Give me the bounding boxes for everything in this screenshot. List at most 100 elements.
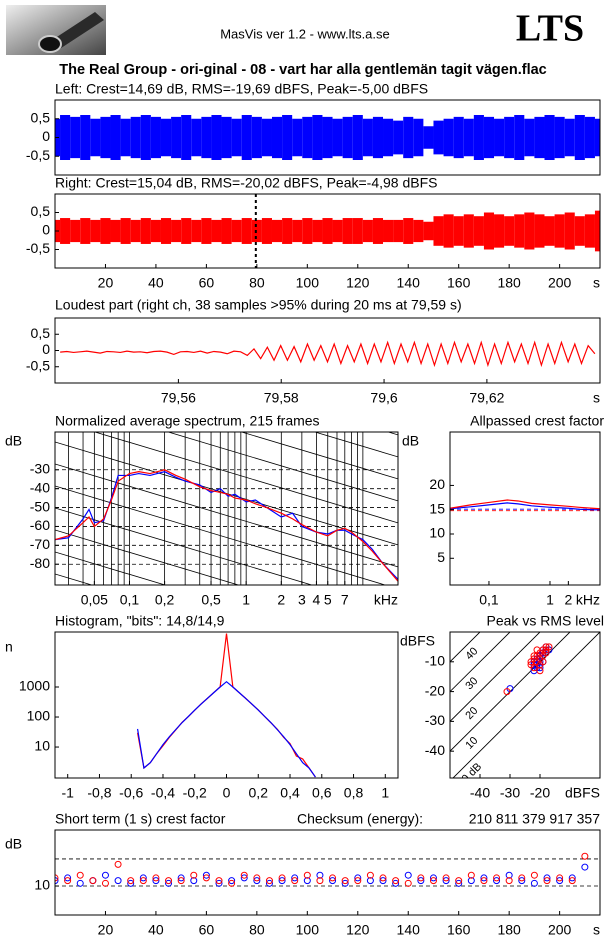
waveform-envelope <box>372 218 384 244</box>
y-tick-label: 0,5 <box>31 109 51 125</box>
waveform-envelope <box>433 120 444 155</box>
x-axis-unit: dBFS <box>565 785 600 801</box>
waveform-envelope <box>423 221 434 241</box>
x-axis-unit: s <box>593 922 600 938</box>
y-axis-label: dB <box>5 433 22 449</box>
waveform-envelope <box>110 115 121 160</box>
data-point <box>493 877 501 885</box>
x-tick-label: 0,8 <box>344 785 364 801</box>
plot-area <box>55 852 600 887</box>
waveform-envelope <box>322 218 333 244</box>
waveform-envelope <box>584 214 595 248</box>
crest-line-label: 30 <box>463 675 480 692</box>
y-tick-label: 100 <box>27 708 51 724</box>
data-point <box>127 877 135 885</box>
waveform-envelope <box>150 116 161 159</box>
y-tick-label: 1000 <box>19 678 50 694</box>
app-name: MasVis ver 1.2 - www.lts.a.se <box>220 26 390 41</box>
waveform-envelope <box>544 115 555 160</box>
waveform-envelope <box>594 118 600 157</box>
panel-title: Peak vs RMS level <box>487 613 604 629</box>
waveform-envelope <box>312 115 323 160</box>
y-tick-label: 5 <box>437 549 445 565</box>
data-point <box>417 874 425 882</box>
data-point <box>291 877 299 885</box>
plot-frame <box>449 631 601 779</box>
data-point <box>341 879 349 887</box>
waveform-envelope <box>393 120 404 155</box>
waveform-envelope <box>302 218 313 244</box>
data-point <box>581 863 589 871</box>
y-tick-label: -40 <box>30 479 50 495</box>
plot-frame <box>54 99 601 176</box>
y-tick-label: 0 <box>42 341 50 357</box>
waveform-envelope <box>453 116 464 159</box>
plot-frame <box>54 631 399 779</box>
waveform-envelope <box>352 115 363 160</box>
waveform-envelope <box>312 219 323 243</box>
x-tick-label: 160 <box>447 275 471 291</box>
crest-line <box>450 632 541 722</box>
x-tick-label: 79,58 <box>264 390 299 406</box>
y-tick-label: -30 <box>425 712 445 728</box>
reference-diagonal <box>93 432 398 524</box>
x-tick-label: -0,2 <box>183 785 207 801</box>
waveform-envelope <box>292 219 303 243</box>
waveform-envelope <box>554 214 565 248</box>
waveform-envelope <box>171 219 182 243</box>
waveform-envelope <box>403 116 414 159</box>
reference-diagonal <box>55 662 398 765</box>
waveform-envelope <box>171 116 182 159</box>
waveform-envelope <box>473 115 484 160</box>
waveform-envelope <box>423 126 434 149</box>
data-point <box>101 879 109 887</box>
waveform-envelope <box>302 116 313 159</box>
checksum-label: Checksum (energy): <box>297 811 423 827</box>
data-point <box>240 871 248 879</box>
x-tick-label: 1 <box>242 592 250 608</box>
panel-title: Histogram, "bits": 14,8/14,9 <box>55 613 225 629</box>
y-tick-label: -30 <box>30 460 50 476</box>
data-point <box>536 667 544 675</box>
reference-diagonal <box>55 244 398 347</box>
reference-diagonal <box>55 463 398 568</box>
data-point <box>354 877 362 885</box>
x-tick-label: 1 <box>381 785 389 801</box>
waveform-envelope <box>413 219 424 243</box>
x-tick-label: -30 <box>500 785 520 801</box>
data-point <box>543 874 551 882</box>
data-point <box>530 652 538 660</box>
x-tick-label: 2 <box>277 592 285 608</box>
panel-title: Normalized average spectrum, 215 frames <box>55 413 320 429</box>
y-tick-label: -60 <box>30 517 50 533</box>
waveform-envelope <box>443 118 454 157</box>
x-tick-label: 3 <box>298 592 306 608</box>
x-tick-label: 140 <box>397 922 421 938</box>
waveform-envelope <box>494 214 505 248</box>
waveform-envelope <box>120 118 131 157</box>
panel-title: Short term (1 s) crest factor <box>55 811 226 827</box>
plot-area <box>55 244 398 765</box>
logo <box>6 5 106 55</box>
waveform-envelope <box>393 219 404 243</box>
data-point <box>404 871 412 879</box>
logo-text: LTS <box>516 8 584 50</box>
data-line <box>136 680 316 778</box>
y-tick-label: 10 <box>429 525 445 541</box>
data-line <box>55 469 398 582</box>
waveform-envelope <box>211 219 222 243</box>
waveform-envelope <box>60 115 71 160</box>
data-point <box>536 658 544 666</box>
x-tick-label: 79,62 <box>469 390 504 406</box>
waveform-envelope <box>453 216 464 246</box>
waveform-envelope <box>383 118 394 157</box>
data-point <box>240 874 248 882</box>
data-point <box>493 874 501 882</box>
data-point <box>55 877 59 885</box>
data-point <box>253 874 261 882</box>
data-point <box>530 664 538 672</box>
waveform-envelope <box>140 218 151 244</box>
waveform-envelope <box>494 118 505 157</box>
waveform-envelope <box>261 218 272 244</box>
